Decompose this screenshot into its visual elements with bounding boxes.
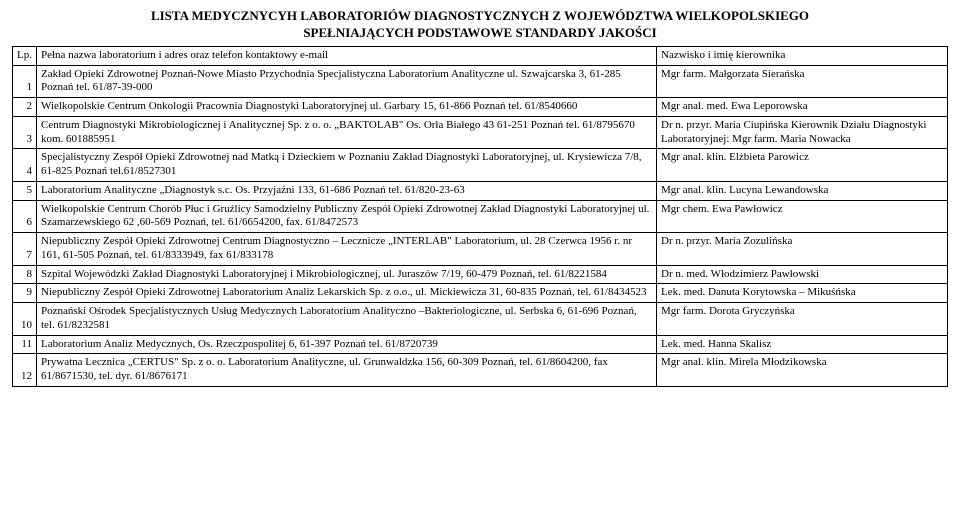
col-name: Pełna nazwa laboratorium i adres oraz te… — [37, 46, 657, 65]
cell-head: Lek. med. Hanna Skalisz — [657, 335, 948, 354]
cell-head: Dr n. med. Włodzimierz Pawłowski — [657, 265, 948, 284]
table-row: 9Niepubliczny Zespół Opieki Zdrowotnej L… — [13, 284, 948, 303]
table-row: 1Zakład Opieki Zdrowotnej Poznań-Nowe Mi… — [13, 65, 948, 98]
table-row: 8Szpital Wojewódzki Zakład Diagnostyki L… — [13, 265, 948, 284]
cell-lp: 5 — [13, 181, 37, 200]
cell-head: Mgr farm. Dorota Gryczyńska — [657, 303, 948, 336]
table-row: 3Centrum Diagnostyki Mikrobiologicznej i… — [13, 116, 948, 149]
cell-head: Dr n. przyr. Maria Ciupińska Kierownik D… — [657, 116, 948, 149]
table-row: 11Laboratorium Analiz Medycznych, Os. Rz… — [13, 335, 948, 354]
labs-table: Lp. Pełna nazwa laboratorium i adres ora… — [12, 46, 948, 387]
cell-name: Specjalistyczny Zespół Opieki Zdrowotnej… — [37, 149, 657, 182]
cell-lp: 10 — [13, 303, 37, 336]
table-row: 12Prywatna Lecznica „CERTUS" Sp. z o. o.… — [13, 354, 948, 387]
cell-name: Wielkopolskie Centrum Onkologii Pracowni… — [37, 98, 657, 117]
col-head: Nazwisko i imię kierownika — [657, 46, 948, 65]
cell-name: Laboratorium Analiz Medycznych, Os. Rzec… — [37, 335, 657, 354]
cell-name: Szpital Wojewódzki Zakład Diagnostyki La… — [37, 265, 657, 284]
cell-head: Dr n. przyr. Maria Zozulińska — [657, 233, 948, 266]
cell-lp: 3 — [13, 116, 37, 149]
cell-head: Mgr anal. klin. Mirela Młodzikowska — [657, 354, 948, 387]
cell-head: Lek. med. Danuta Korytowska – Mikuśńska — [657, 284, 948, 303]
cell-lp: 7 — [13, 233, 37, 266]
page-title: LISTA MEDYCZNYCYH LABORATORIÓW DIAGNOSTY… — [12, 8, 948, 42]
cell-lp: 11 — [13, 335, 37, 354]
cell-head: Mgr farm. Małgorzata Sierańska — [657, 65, 948, 98]
cell-name: Centrum Diagnostyki Mikrobiologicznej i … — [37, 116, 657, 149]
cell-name: Niepubliczny Zespół Opieki Zdrowotnej Ce… — [37, 233, 657, 266]
cell-name: Prywatna Lecznica „CERTUS" Sp. z o. o. L… — [37, 354, 657, 387]
cell-name: Poznański Ośrodek Specjalistycznych Usłu… — [37, 303, 657, 336]
table-row: 6Wielkopolskie Centrum Chorób Płuc i Gru… — [13, 200, 948, 233]
cell-name: Wielkopolskie Centrum Chorób Płuc i Gruź… — [37, 200, 657, 233]
cell-lp: 4 — [13, 149, 37, 182]
table-row: 2Wielkopolskie Centrum Onkologii Pracown… — [13, 98, 948, 117]
cell-head: Mgr anal. med. Ewa Leporowska — [657, 98, 948, 117]
cell-lp: 9 — [13, 284, 37, 303]
table-header-row: Lp. Pełna nazwa laboratorium i adres ora… — [13, 46, 948, 65]
title-line1: LISTA MEDYCZNYCYH LABORATORIÓW DIAGNOSTY… — [151, 8, 809, 23]
col-lp: Lp. — [13, 46, 37, 65]
cell-name: Zakład Opieki Zdrowotnej Poznań-Nowe Mia… — [37, 65, 657, 98]
cell-head: Mgr anal. klin. Elżbieta Parowicz — [657, 149, 948, 182]
cell-head: Mgr chem. Ewa Pawłowicz — [657, 200, 948, 233]
table-row: 5Laboratorium Analityczne „Diagnostyk s.… — [13, 181, 948, 200]
table-row: 4Specjalistyczny Zespół Opieki Zdrowotne… — [13, 149, 948, 182]
table-row: 10Poznański Ośrodek Specjalistycznych Us… — [13, 303, 948, 336]
table-row: 7Niepubliczny Zespół Opieki Zdrowotnej C… — [13, 233, 948, 266]
cell-name: Niepubliczny Zespół Opieki Zdrowotnej La… — [37, 284, 657, 303]
cell-lp: 6 — [13, 200, 37, 233]
cell-name: Laboratorium Analityczne „Diagnostyk s.c… — [37, 181, 657, 200]
cell-head: Mgr anal. klin. Lucyna Lewandowska — [657, 181, 948, 200]
cell-lp: 1 — [13, 65, 37, 98]
cell-lp: 2 — [13, 98, 37, 117]
cell-lp: 8 — [13, 265, 37, 284]
title-line2: SPEŁNIAJĄCYCH PODSTAWOWE STANDARDY JAKOŚ… — [303, 25, 656, 40]
cell-lp: 12 — [13, 354, 37, 387]
